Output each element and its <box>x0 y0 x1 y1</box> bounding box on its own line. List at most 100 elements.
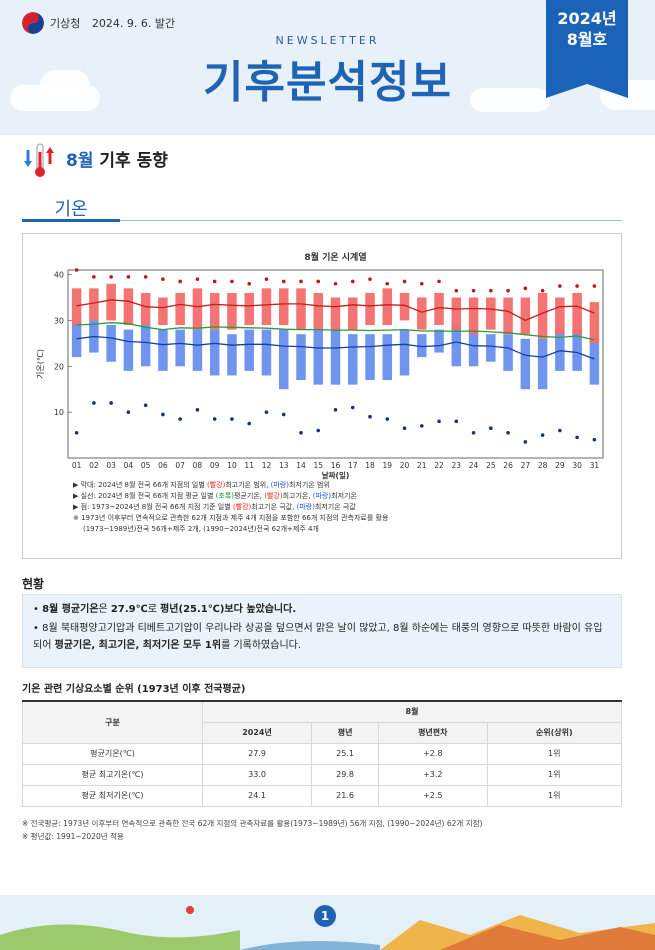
x-tick-label: 04 <box>124 461 134 470</box>
status-box: • 8월 평균기온은 27.9℃로 평년(25.1℃)보다 높았습니다. • 8… <box>22 594 622 668</box>
max-extreme-point <box>178 279 182 284</box>
col-header: 평년 <box>311 721 380 744</box>
max-temp-bar <box>468 297 479 335</box>
x-tick-label: 21 <box>417 461 427 470</box>
max-temp-bar <box>123 288 134 326</box>
max-extreme-point <box>454 288 459 293</box>
x-tick-label: 31 <box>590 461 600 470</box>
issue-badge: 2024년 8월호 <box>546 0 628 98</box>
x-tick-label: 16 <box>331 461 341 470</box>
min-temp-bar <box>140 325 151 367</box>
min-extreme-point <box>230 417 234 421</box>
min-extreme-point <box>489 426 493 430</box>
min-temp-bar <box>417 334 427 358</box>
x-tick-label: 11 <box>244 461 254 470</box>
tab-underline-active <box>22 219 120 222</box>
min-temp-bar <box>503 334 513 371</box>
col-header: 순위(상위) <box>486 721 622 744</box>
x-tick-label: 08 <box>193 461 203 470</box>
max-temp-bar <box>589 302 600 344</box>
x-tick-label: 13 <box>279 461 289 470</box>
min-temp-bar <box>537 338 548 390</box>
max-extreme-point <box>350 279 355 284</box>
min-extreme-point <box>316 428 321 433</box>
max-extreme-point <box>299 279 303 284</box>
min-temp-bar <box>399 329 410 376</box>
table-notes: ※ 전국평균: 1973년 이후부터 연속적으로 관측한 전국 62개 지점의 … <box>22 817 482 843</box>
max-extreme-point <box>489 288 493 293</box>
min-temp-bar <box>486 334 496 362</box>
max-temp-bar <box>192 288 203 330</box>
section-month: 8월 <box>66 151 94 171</box>
min-extreme-point <box>385 417 390 421</box>
max-extreme-point <box>402 279 407 284</box>
min-extreme-point <box>264 410 269 414</box>
x-tick-label: 07 <box>175 461 185 470</box>
col-header: 평년편차 <box>378 721 488 744</box>
min-temp-bar <box>468 329 479 367</box>
max-temp-bar <box>555 297 565 335</box>
max-temp-bar <box>227 292 237 330</box>
x-tick-label: 05 <box>141 461 151 470</box>
min-extreme-point <box>540 433 545 437</box>
max-temp-bar <box>261 288 272 326</box>
min-extreme-point <box>402 426 407 430</box>
min-temp-bar <box>261 329 272 376</box>
x-tick-label: 29 <box>555 461 565 470</box>
min-temp-bar <box>365 334 375 381</box>
col-month-header: 8월 <box>202 700 622 723</box>
max-extreme-point <box>212 279 217 284</box>
x-tick-label: 30 <box>572 461 582 470</box>
table-note-1: ※ 전국평균: 1973년 이후부터 연속적으로 관측한 전국 62개 지점의 … <box>22 819 483 828</box>
max-extreme-point <box>92 275 96 279</box>
max-temp-bar <box>434 292 444 326</box>
max-temp-bar <box>365 292 375 326</box>
chart-footnote-1: ※ 1973년 이후부터 연속적으로 관측한 62개 지점과 제주 4개 지점을… <box>73 514 389 522</box>
x-tick-label: 17 <box>348 461 358 470</box>
min-temp-bar <box>330 329 341 385</box>
max-temp-bar <box>382 288 393 326</box>
max-extreme-point <box>264 277 269 281</box>
max-extreme-point <box>109 275 113 279</box>
kma-logo-icon <box>22 12 44 34</box>
x-tick-label: 15 <box>313 461 323 470</box>
max-temp-bar <box>399 292 410 321</box>
max-temp-bar <box>89 288 99 321</box>
x-tick-label: 20 <box>400 461 410 470</box>
max-extreme-point <box>230 279 234 284</box>
min-temp-bar <box>589 338 600 385</box>
min-temp-bar <box>227 334 237 376</box>
min-temp-bar <box>175 329 185 367</box>
min-temp-bar <box>520 338 531 390</box>
x-tick-label: 26 <box>503 461 513 470</box>
max-temp-bar <box>572 292 582 335</box>
max-temp-bar <box>520 297 531 335</box>
page-number: 1 <box>314 905 336 927</box>
min-extreme-point <box>143 403 148 408</box>
min-extreme-point <box>419 424 424 428</box>
rank-table: 구분 8월 2024년 평년 평년편차 순위(상위) 평균기온(℃) 27.9 … <box>22 700 622 807</box>
x-tick-label: 27 <box>521 461 531 470</box>
min-extreme-point <box>126 410 131 414</box>
max-extreme-point <box>437 279 441 284</box>
min-extreme-point <box>454 419 459 424</box>
x-tick-label: 22 <box>434 461 444 470</box>
chart-container: 8월 기온 시계열 10 20 30 40 기온(℃) 01 02 03 04 05 06 07 08 09… <box>22 233 622 559</box>
min-extreme-point <box>195 408 200 412</box>
table-heading: 기온 관련 기상요소별 순위 (1973년 이후 전국평균) <box>22 684 246 695</box>
x-tick-label: 03 <box>106 461 116 470</box>
legend-lines: ▶ 실선: 2024년 8월 전국 66개 지점 평균 일별 (초록)평균기온,… <box>73 492 357 500</box>
legend-bars: ▶ 막대: 2024년 8월 전국 66개 지점의 일별 (빨강)최고기온 범위… <box>73 481 330 489</box>
x-tick-label: 10 <box>227 461 237 470</box>
min-extreme-point <box>247 421 252 426</box>
max-temp-bar <box>106 283 116 321</box>
min-temp-bar <box>209 329 220 376</box>
min-temp-bar <box>348 334 358 385</box>
max-temp-bar <box>537 292 548 339</box>
badge-year: 2024년 <box>557 9 617 28</box>
y-axis-label: 기온(℃) <box>36 349 45 379</box>
max-extreme-point <box>195 277 200 281</box>
max-temp-bar <box>451 297 462 330</box>
chart-footnote-2: (1973~1989년)전국 56개+제주 2개, (1990~2024년)전국… <box>83 525 319 533</box>
min-extreme-point <box>558 428 562 433</box>
